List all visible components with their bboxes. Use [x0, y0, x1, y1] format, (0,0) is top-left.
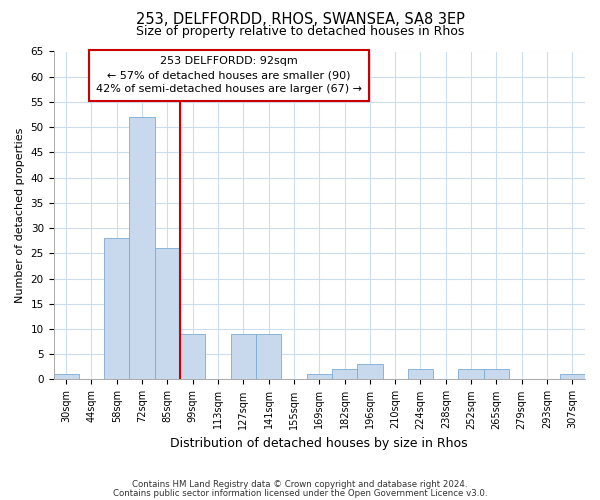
Text: 253 DELFFORDD: 92sqm
← 57% of detached houses are smaller (90)
42% of semi-detac: 253 DELFFORDD: 92sqm ← 57% of detached h… — [96, 56, 362, 94]
Bar — [307, 374, 332, 380]
Bar — [104, 238, 130, 380]
Bar — [458, 370, 484, 380]
Text: Size of property relative to detached houses in Rhos: Size of property relative to detached ho… — [136, 25, 464, 38]
Bar — [53, 374, 79, 380]
Bar — [256, 334, 281, 380]
Bar — [408, 370, 433, 380]
Text: Contains public sector information licensed under the Open Government Licence v3: Contains public sector information licen… — [113, 488, 487, 498]
Text: Contains HM Land Registry data © Crown copyright and database right 2024.: Contains HM Land Registry data © Crown c… — [132, 480, 468, 489]
Bar — [180, 334, 205, 380]
Text: 253, DELFFORDD, RHOS, SWANSEA, SA8 3EP: 253, DELFFORDD, RHOS, SWANSEA, SA8 3EP — [136, 12, 464, 28]
Bar — [560, 374, 585, 380]
Y-axis label: Number of detached properties: Number of detached properties — [15, 128, 25, 303]
Bar — [230, 334, 256, 380]
Bar — [155, 248, 180, 380]
Bar — [332, 370, 357, 380]
Bar — [130, 117, 155, 380]
Bar — [357, 364, 383, 380]
Bar — [484, 370, 509, 380]
X-axis label: Distribution of detached houses by size in Rhos: Distribution of detached houses by size … — [170, 437, 468, 450]
